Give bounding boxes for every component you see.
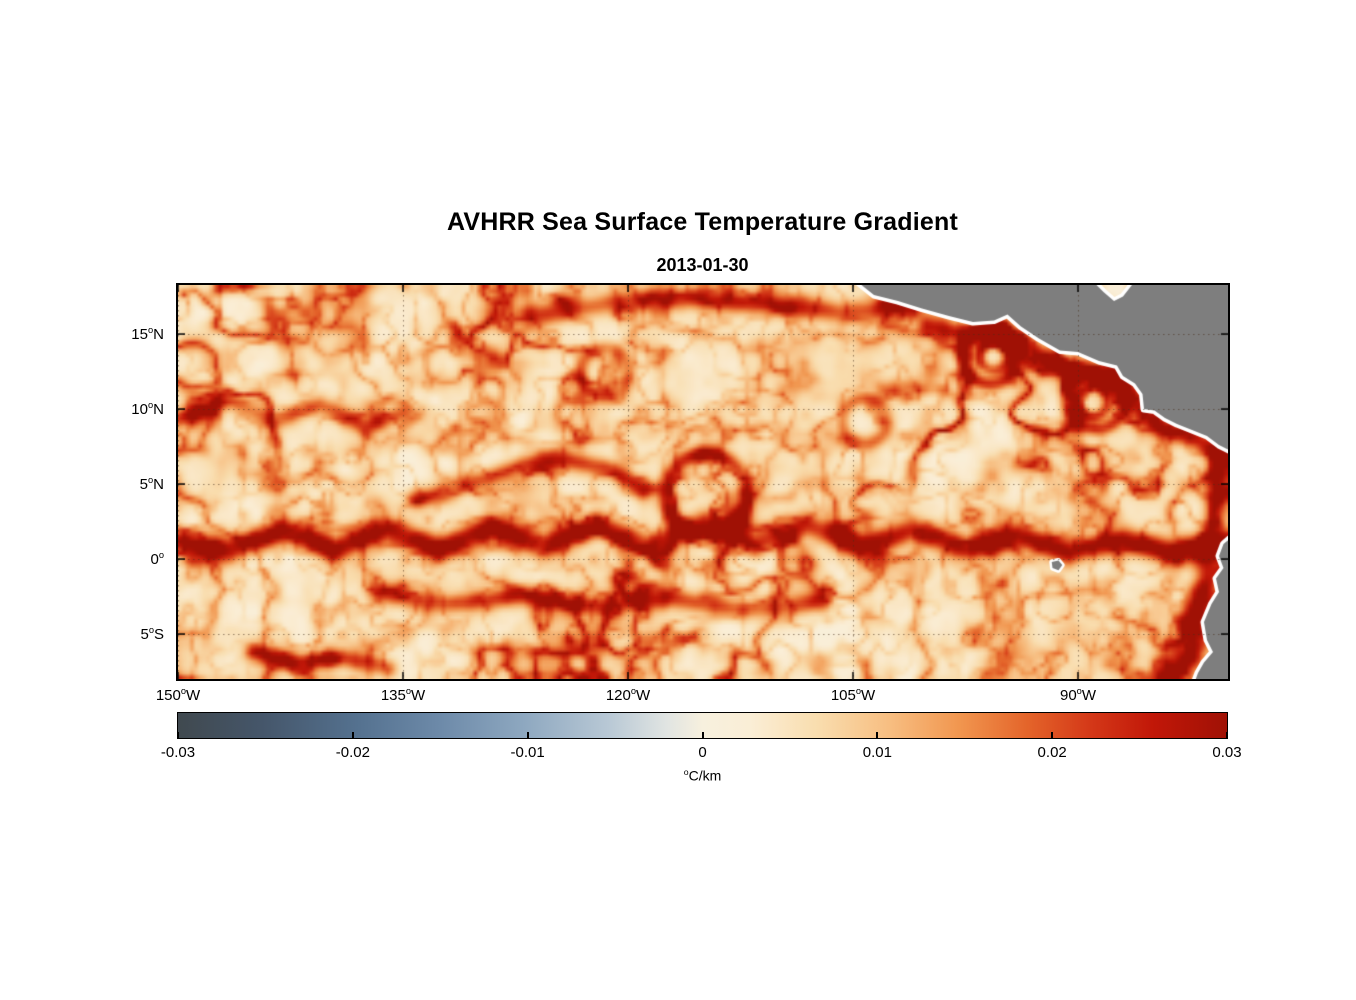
colorbar-tick-label: 0.02 <box>1037 744 1067 761</box>
map-plot-area <box>176 283 1230 681</box>
y-tick-label: 0o <box>150 550 164 569</box>
colorbar-tick-mark <box>876 732 879 738</box>
colorbar-tick-mark <box>177 732 179 738</box>
chart-subtitle: 2013-01-30 <box>656 255 749 275</box>
x-tick-label: 120oW <box>605 686 651 704</box>
x-axis-tick-labels: 150oW 135oW 120oW 105oW 90oW <box>156 686 1227 708</box>
colorbar-tick-mark <box>1226 732 1228 738</box>
x-tick-label: 135oW <box>380 686 426 704</box>
y-tick-label: 10oN <box>131 400 164 419</box>
sst-gradient-map-canvas <box>178 285 1228 679</box>
colorbar-tick-labels: -0.03 -0.02 -0.01 0 0.01 0.02 0.03 <box>161 744 1242 764</box>
colorbar-tick-label: 0.03 <box>1212 744 1242 761</box>
colorbar-tick-mark <box>701 732 704 738</box>
colorbar-tick-mark <box>526 732 529 738</box>
y-tick-label: 5oN <box>139 475 164 494</box>
colorbar-gradient <box>177 712 1228 739</box>
colorbar-tick-label: -0.02 <box>335 744 370 761</box>
colorbar-tick-label: -0.03 <box>160 744 196 761</box>
colorbar-unit-label: oC/km <box>683 767 722 784</box>
colorbar-tick-mark <box>351 732 354 738</box>
x-tick-label: 150oW <box>155 686 201 704</box>
y-tick-label: 5oS <box>140 625 164 644</box>
chart-title: AVHRR Sea Surface Temperature Gradient <box>447 208 958 236</box>
y-tick-label: 15oN <box>131 325 164 344</box>
y-axis-tick-labels: 15oN 10oN 5oN 0o 5oS <box>0 285 164 679</box>
x-tick-label: 105oW <box>830 686 876 704</box>
colorbar-tick-mark <box>1051 732 1054 738</box>
colorbar-tick-label: 0.01 <box>862 744 892 761</box>
colorbar-tick-label: 0 <box>698 744 707 761</box>
colorbar-tick-label: -0.01 <box>510 744 545 761</box>
x-tick-label: 90oW <box>1059 686 1097 704</box>
